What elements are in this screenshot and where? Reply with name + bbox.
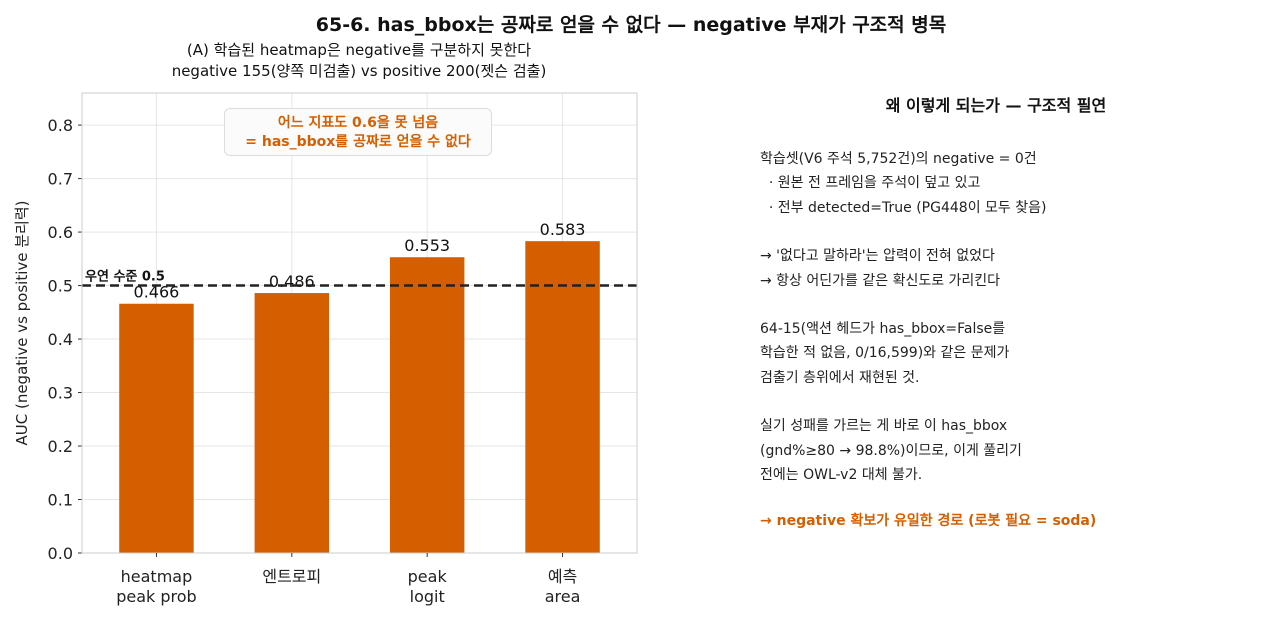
chance-reference-label: 우연 수준 0.5 bbox=[85, 270, 165, 285]
y-tick-label: 0.5 bbox=[48, 277, 73, 296]
chart-subtitle: (A) 학습된 heatmap은 negative를 구분하지 못한다 nega… bbox=[60, 40, 658, 82]
x-tick-label: logit bbox=[410, 587, 445, 606]
explanation-line: (gnd%≥80 → 98.8%)이므로, 이게 풀리기 bbox=[760, 442, 1022, 459]
explanation-conclusion: → negative 확보가 유일한 경로 (로봇 필요 = soda) bbox=[760, 513, 1097, 529]
x-tick-label: 엔트로피 bbox=[262, 567, 321, 586]
y-tick-label: 0.7 bbox=[48, 170, 73, 189]
y-tick-label: 0.1 bbox=[48, 491, 73, 510]
explanation-line: 전에는 OWL-v2 대체 불가. bbox=[760, 466, 923, 483]
explanation-line: → '없다고 말하라'는 압력이 전혀 없었다 bbox=[760, 248, 995, 265]
plot-frame bbox=[81, 92, 638, 554]
bar-value-label: 0.486 bbox=[269, 272, 315, 291]
bar-3 bbox=[525, 241, 600, 554]
annotation-line2: = has_bbox를 공짜로 얻을 수 없다 bbox=[245, 134, 471, 150]
bar-2 bbox=[389, 257, 465, 553]
y-tick-label: 0.8 bbox=[48, 116, 73, 135]
explanation-line: 실기 성패를 가르는 게 바로 이 has_bbox bbox=[760, 418, 1008, 435]
explanation-line: 학습한 적 없음, 0/16,599)와 같은 문제가 bbox=[760, 345, 1010, 362]
x-tick-label: area bbox=[545, 587, 581, 606]
annotation-box: 어느 지표도 0.6을 못 넘음 = has_bbox를 공짜로 얻을 수 없다 bbox=[224, 108, 492, 156]
y-tick-label: 0.6 bbox=[48, 223, 73, 242]
y-tick-label: 0.0 bbox=[48, 544, 73, 563]
annotation-line1: 어느 지표도 0.6을 못 넘음 bbox=[277, 115, 439, 131]
x-tick-label: heatmap bbox=[121, 567, 193, 586]
y-tick-label: 0.2 bbox=[48, 437, 73, 456]
explanation-line: 64-15(액션 헤드가 has_bbox=False를 bbox=[760, 321, 1006, 338]
x-tick-label: peak bbox=[408, 567, 448, 586]
bar-1 bbox=[254, 293, 330, 553]
figure-title: 65-6. has_bbox는 공짜로 얻을 수 없다 — negative 부… bbox=[315, 14, 947, 36]
x-tick-label: 예측 bbox=[548, 567, 577, 586]
bar-value-label: 0.466 bbox=[134, 283, 180, 302]
chart-subtitle-line2: negative 155(양쪽 미검출) vs positive 200(젯슨 … bbox=[171, 62, 547, 80]
y-tick-label: 0.4 bbox=[48, 330, 73, 349]
bar-value-label: 0.583 bbox=[540, 220, 586, 239]
x-tick-label: peak prob bbox=[116, 587, 196, 606]
explanation-line: · 원본 전 프레임을 주석이 덮고 있고 bbox=[760, 175, 981, 192]
auc-bar-chart: 0.0 0.1 0.2 0.3 0.4 0.5 0.6 0.7 0.8 0.466 0.486 0.5… bbox=[13, 92, 638, 606]
explanation-line: 검출기 층위에서 재현된 것. bbox=[760, 369, 920, 386]
explanation-line: → 항상 어딘가를 같은 확신도로 가리킨다 bbox=[760, 272, 1001, 289]
explanation-line: · 전부 detected=True (PG448이 모두 찾음) bbox=[760, 199, 1047, 216]
explanation-line: 학습셋(V6 주석 5,752건)의 negative = 0건 bbox=[760, 151, 1037, 167]
y-tick-label: 0.3 bbox=[48, 384, 73, 403]
bar-0 bbox=[119, 303, 194, 553]
y-axis-label: AUC (negative vs positive 분리력) bbox=[13, 200, 31, 445]
bar-value-label: 0.553 bbox=[404, 236, 450, 255]
explanation-title: 왜 이렇게 되는가 — 구조적 필연 bbox=[885, 96, 1107, 115]
chart-subtitle-line1: (A) 학습된 heatmap은 negative를 구분하지 못한다 bbox=[186, 41, 532, 59]
